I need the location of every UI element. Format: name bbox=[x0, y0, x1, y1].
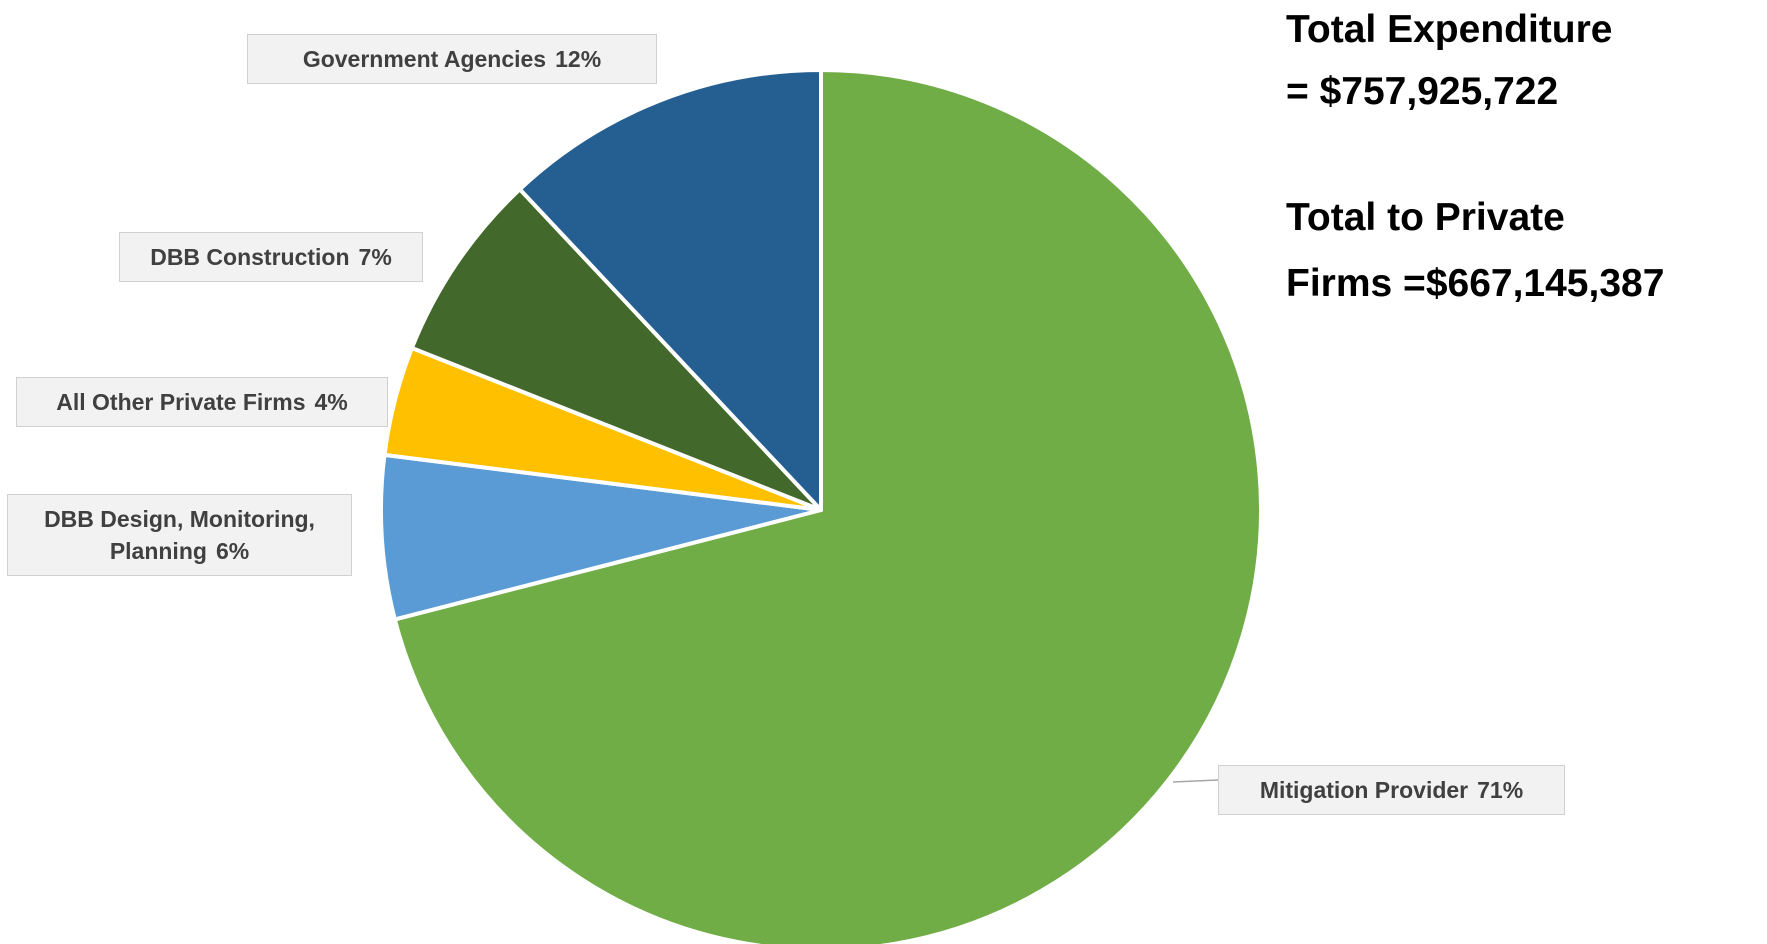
label-category: All Other Private Firms bbox=[56, 389, 306, 415]
pie-slice bbox=[517, 68, 823, 512]
annotation: = $757,925,722 bbox=[1286, 70, 1559, 113]
label-value: 7% bbox=[358, 244, 392, 270]
label-category: Mitigation Provider bbox=[1259, 777, 1469, 803]
annotation: Firms =$667,145,387 bbox=[1286, 262, 1665, 305]
annotation: Total to Private bbox=[1286, 196, 1565, 239]
label-category: Government Agencies bbox=[302, 46, 547, 72]
data-label: Government Agencies 12% bbox=[247, 34, 657, 85]
label-category: DBB Construction bbox=[150, 244, 350, 270]
annotation: Total Expenditure bbox=[1286, 8, 1613, 51]
pie-slice bbox=[409, 187, 823, 512]
data-label: DBB Construction 7% bbox=[119, 232, 423, 283]
data-label: DBB Design, Monitoring, Planning 6% bbox=[7, 494, 352, 577]
data-label: All Other Private Firms 4% bbox=[16, 377, 388, 428]
label-category: DBB Design, Monitoring, Planning bbox=[44, 506, 315, 565]
pie-slice bbox=[379, 452, 823, 622]
label-value: 4% bbox=[314, 389, 348, 415]
data-label: Mitigation Provider 71% bbox=[1218, 765, 1565, 816]
pie-slice bbox=[392, 68, 1263, 944]
label-value: 12% bbox=[555, 46, 602, 72]
label-value: 71% bbox=[1477, 777, 1524, 803]
leader-line bbox=[1172, 779, 1219, 783]
label-value: 6% bbox=[215, 538, 250, 565]
